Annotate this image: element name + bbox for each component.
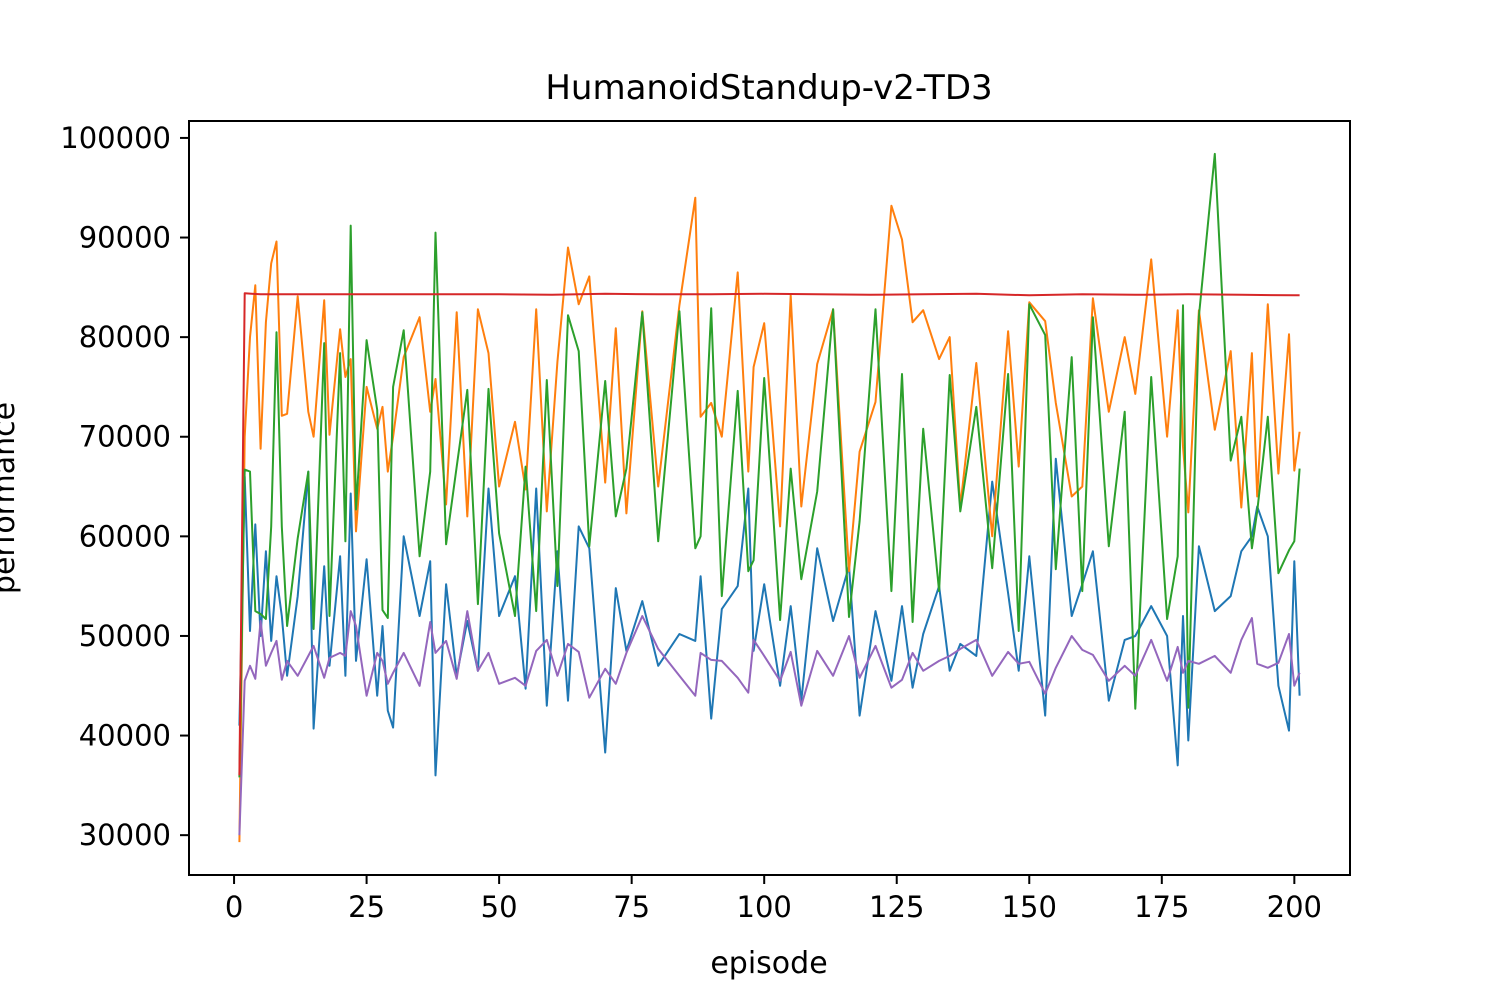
x-tick-label: 175 [1134, 890, 1189, 924]
y-axis: 30000 40000 50000 60000 70000 80000 90000 10000… [60, 121, 189, 852]
y-tick-label: 80000 [79, 320, 171, 354]
y-tick-label: 60000 [79, 519, 171, 553]
y-tick-label: 100000 [60, 121, 171, 155]
y-tick-label: 30000 [79, 818, 171, 852]
x-tick-label: 125 [869, 890, 924, 924]
x-tick-label: 50 [481, 890, 518, 924]
x-tick-label: 200 [1267, 890, 1322, 924]
x-tick-label: 100 [737, 890, 792, 924]
y-tick-label: 70000 [79, 420, 171, 454]
chart-title: HumanoidStandup-v2-TD3 [545, 68, 992, 108]
x-axis: 0 25 50 75 100 125 150 175 200 [225, 875, 1322, 924]
y-tick-label: 40000 [79, 719, 171, 753]
series-layer [238, 152, 1301, 843]
x-tick-label: 0 [225, 890, 243, 924]
y-tick-label: 50000 [79, 619, 171, 653]
x-tick-label: 75 [613, 890, 650, 924]
y-axis-label: performance [0, 402, 22, 594]
x-tick-label: 150 [1002, 890, 1057, 924]
y-tick-label: 90000 [79, 221, 171, 255]
series-line-5 [238, 610, 1301, 836]
x-tick-label: 25 [348, 890, 385, 924]
series-line-3 [238, 152, 1301, 778]
x-axis-label: episode [710, 946, 827, 981]
plot-area-frame [188, 120, 1351, 876]
series-line-1 [238, 457, 1301, 777]
series-line-4 [238, 292, 1300, 776]
